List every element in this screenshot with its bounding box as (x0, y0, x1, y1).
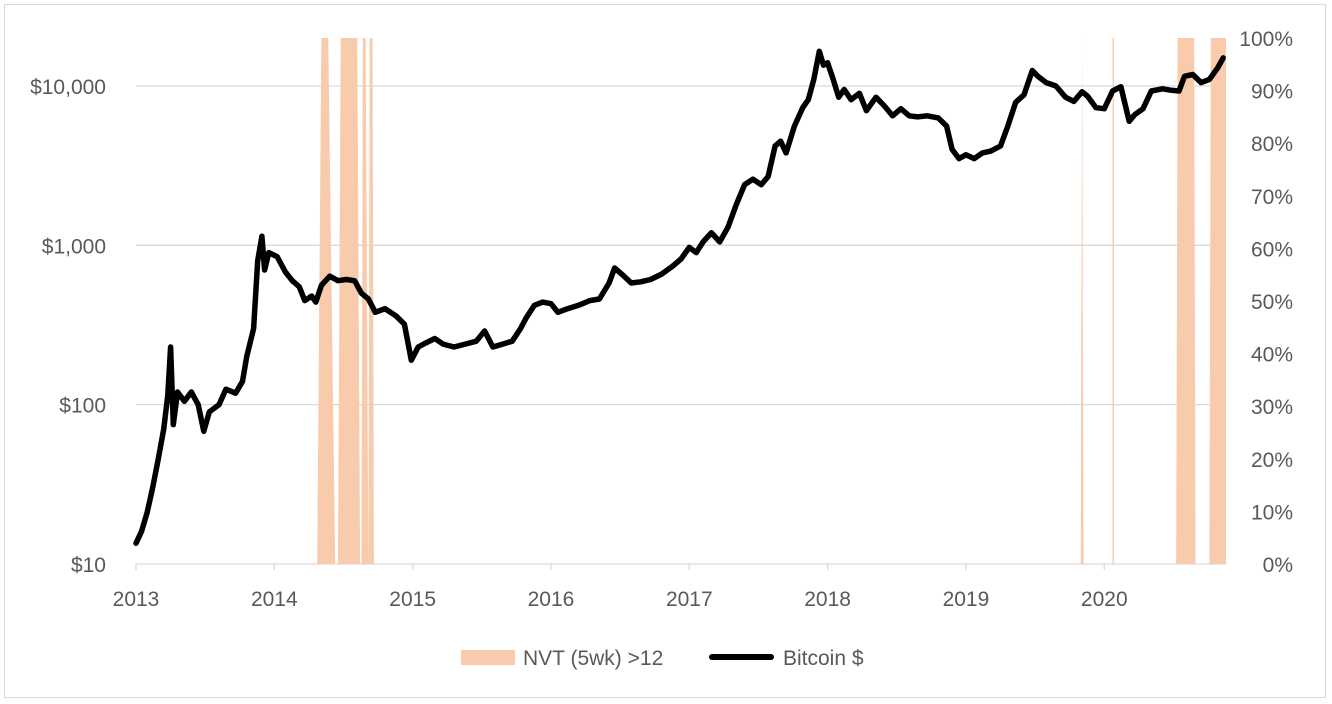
chart-frame: 2013 2014 2015 2016 2017 2018 2019 2020 $10 $100… (4, 4, 1326, 698)
legend-label-bitcoin: Bitcoin $ (783, 647, 864, 670)
x-tick-label-2020: 2020 (1081, 588, 1128, 611)
y-left-tick-label-3: $10,000 (30, 76, 106, 99)
y-right-tick-label-9: 90% (1251, 81, 1293, 104)
legend: NVT (5wk) >12 Bitcoin $ (461, 647, 864, 670)
x-tick-label-2019: 2019 (943, 588, 990, 611)
nvt-area-2 (337, 38, 361, 564)
nvt-area-7 (1176, 38, 1196, 564)
y-right-tick-label-7: 70% (1251, 186, 1293, 209)
nvt-bitcoin-chart: 2013 2014 2015 2016 2017 2018 2019 2020 $10 $100… (30, 28, 1293, 670)
nvt-area-5 (1080, 38, 1084, 564)
y-right-tick-label-1: 10% (1251, 501, 1293, 524)
y-left-tick-label-1: $100 (59, 395, 106, 418)
nvt-shading-areas (317, 38, 1226, 564)
nvt-area-3 (361, 38, 369, 564)
nvt-area-6 (1112, 38, 1114, 564)
bitcoin-price-path (133, 48, 1226, 546)
legend-swatch-nvt (461, 650, 515, 665)
y-right-tick-label-4: 40% (1251, 344, 1293, 367)
nvt-area-1 (317, 38, 336, 564)
x-tick-label-2017: 2017 (666, 588, 713, 611)
y-axis-left: $10 $100 $1,000 $10,000 (30, 76, 106, 577)
y-right-tick-label-0: 0% (1263, 554, 1293, 577)
y-right-tick-label-2: 20% (1251, 449, 1293, 472)
x-tick-label-2016: 2016 (528, 588, 575, 611)
y-right-tick-label-5: 50% (1251, 291, 1293, 314)
x-tick-label-2015: 2015 (389, 588, 436, 611)
x-tick-label-2018: 2018 (804, 588, 851, 611)
bitcoin-price-line (133, 48, 1226, 546)
x-tick-label-2013: 2013 (113, 588, 160, 611)
x-axis: 2013 2014 2015 2016 2017 2018 2019 2020 (113, 564, 1128, 611)
y-axis-right: 0% 10% 20% 30% 40% 50% 60% 70% 80% 90% 100% (1239, 28, 1293, 577)
y-left-tick-label-0: $10 (71, 554, 106, 577)
y-right-tick-label-6: 60% (1251, 238, 1293, 261)
nvt-area-8 (1209, 38, 1226, 564)
legend-label-nvt: NVT (5wk) >12 (523, 647, 663, 670)
gridlines (136, 85, 1226, 565)
y-right-tick-label-3: 30% (1251, 396, 1293, 419)
y-right-tick-label-8: 80% (1251, 133, 1293, 156)
x-tick-label-2014: 2014 (251, 588, 298, 611)
y-left-tick-label-2: $1,000 (42, 235, 106, 258)
y-right-tick-label-10: 100% (1239, 28, 1293, 51)
